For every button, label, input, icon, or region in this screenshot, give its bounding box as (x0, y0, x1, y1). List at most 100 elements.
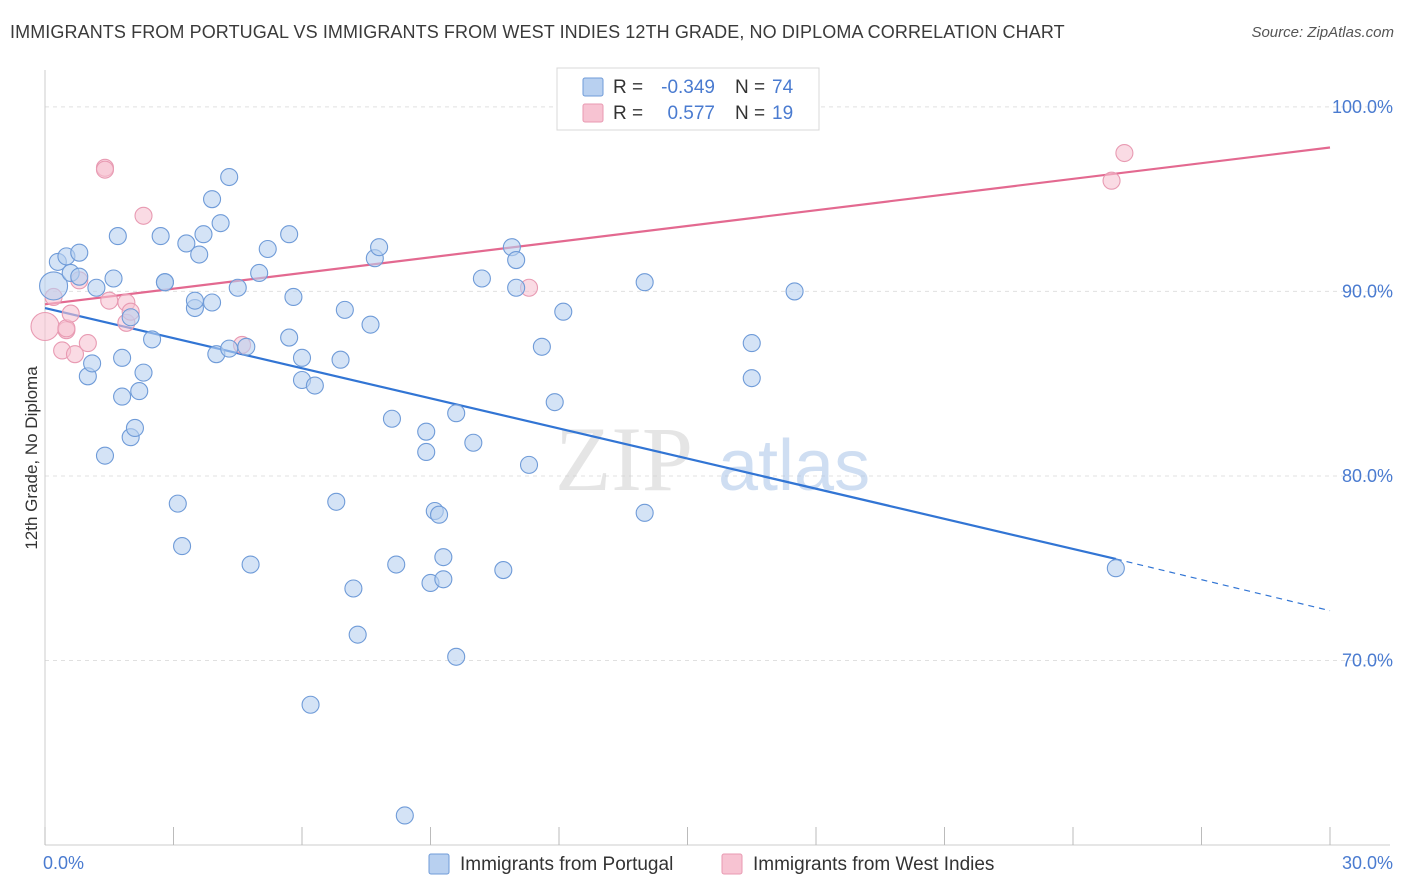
legend-r-value-west-indies: 0.577 (667, 103, 715, 124)
data-point-west-indies (134, 206, 153, 225)
data-point-portugal (168, 494, 187, 513)
data-point-portugal (382, 409, 402, 428)
data-point-portugal (220, 167, 239, 187)
data-point-portugal (241, 555, 260, 574)
trend-line-portugal-extension (1115, 558, 1331, 612)
data-point-portugal (292, 348, 312, 367)
legend-n-value-portugal: 74 (772, 77, 794, 98)
data-point-portugal (173, 537, 192, 556)
legend-n-label-portugal: N = (735, 77, 765, 98)
axes (44, 70, 1390, 846)
data-point-portugal (447, 647, 466, 666)
data-point-portugal (95, 446, 115, 465)
data-point-portugal (211, 214, 230, 233)
data-point-portugal (228, 278, 247, 297)
data-point-portugal (70, 243, 89, 262)
data-point-portugal (305, 376, 324, 395)
data-point-portugal (113, 387, 132, 406)
x-tick-label-max: 30.0% (1342, 853, 1393, 873)
data-point-portugal (280, 225, 299, 244)
data-point-west-indies (95, 160, 115, 179)
bottom-legend-swatch-portugal (428, 853, 450, 875)
data-point-portugal (434, 548, 453, 567)
data-point-portugal (507, 251, 526, 270)
watermark: ZIP atlas (555, 408, 870, 510)
data-point-west-indies (1115, 143, 1134, 163)
data-point-portugal (143, 330, 162, 349)
data-point-portugal (494, 561, 513, 580)
data-point-west-indies (65, 345, 85, 364)
data-point-portugal (395, 806, 414, 825)
y-axis-label: 12th Grade, No Diploma (22, 366, 41, 550)
data-point-portugal (519, 455, 539, 474)
data-point-portugal (532, 337, 551, 356)
data-point-portugal (1106, 559, 1125, 578)
legend-swatch-portugal (582, 77, 604, 97)
data-point-portugal (237, 337, 256, 356)
data-point-portugal (108, 227, 127, 246)
y-tick-label: 70.0% (1342, 650, 1393, 670)
watermark-zip: ZIP (555, 408, 693, 510)
data-point-portugal (39, 271, 69, 301)
x-tick-label-min: 0.0% (43, 853, 84, 873)
data-point-portugal (177, 234, 196, 253)
data-point-portugal (194, 225, 213, 244)
data-point-portugal (203, 293, 222, 312)
data-point-portugal (203, 190, 222, 209)
data-point-portugal (130, 382, 149, 401)
data-point-portugal (361, 315, 380, 334)
bottom-legend-swatch-west-indies (721, 853, 743, 875)
data-point-west-indies (30, 311, 60, 342)
data-point-portugal (464, 433, 483, 452)
data-point-portugal (742, 334, 761, 353)
y-tick-label: 90.0% (1342, 281, 1393, 301)
data-point-portugal (785, 282, 804, 301)
y-tick-labels: 70.0% 80.0% 90.0% 100.0% (1332, 97, 1393, 671)
data-point-portugal (635, 503, 654, 522)
data-point-portugal (134, 363, 153, 382)
data-point-portugal (113, 348, 132, 367)
watermark-atlas: atlas (718, 426, 870, 506)
data-point-portugal (348, 625, 367, 644)
data-point-portugal (83, 354, 102, 373)
data-point-portugal (190, 245, 209, 264)
data-point-portugal (151, 227, 170, 246)
data-point-portugal (284, 287, 303, 307)
data-point-portugal (335, 300, 354, 319)
data-point-portugal (185, 291, 204, 310)
data-point-portugal (87, 278, 106, 297)
top-legend: R = -0.349 N = 74 R = 0.577 N = 19 (556, 67, 820, 131)
data-point-portugal (447, 404, 466, 423)
data-point-portugal (635, 273, 654, 292)
trend-line-portugal (44, 306, 1117, 561)
legend-n-label-west-indies: N = (735, 103, 765, 124)
legend-n-value-west-indies: 19 (772, 103, 793, 124)
data-point-portugal (220, 339, 239, 358)
data-point-west-indies (78, 334, 97, 353)
series-portugal-points (39, 97, 1125, 825)
data-point-west-indies (61, 304, 80, 323)
data-point-portugal (742, 369, 761, 388)
data-point-portugal (70, 267, 89, 286)
data-point-portugal (125, 418, 144, 438)
legend-swatch-west-indies (582, 103, 604, 123)
data-point-portugal (545, 393, 564, 412)
legend-r-value-portugal: -0.349 (661, 77, 715, 98)
data-point-portugal (331, 350, 350, 369)
y-tick-label: 100.0% (1332, 97, 1393, 117)
data-point-portugal (370, 238, 389, 257)
data-point-portugal (417, 442, 436, 462)
bottom-legend-label-west-indies: Immigrants from West Indies (753, 854, 994, 875)
data-point-portugal (327, 492, 346, 511)
data-point-portugal (472, 269, 491, 288)
data-point-portugal (434, 570, 453, 589)
trend-lines (44, 146, 1331, 612)
data-point-portugal (507, 278, 526, 297)
data-point-portugal (430, 505, 449, 524)
gridlines (45, 106, 1390, 661)
data-point-portugal (121, 308, 140, 327)
y-tick-label: 80.0% (1342, 466, 1393, 486)
data-point-portugal (104, 269, 123, 288)
data-point-portugal (301, 695, 320, 714)
